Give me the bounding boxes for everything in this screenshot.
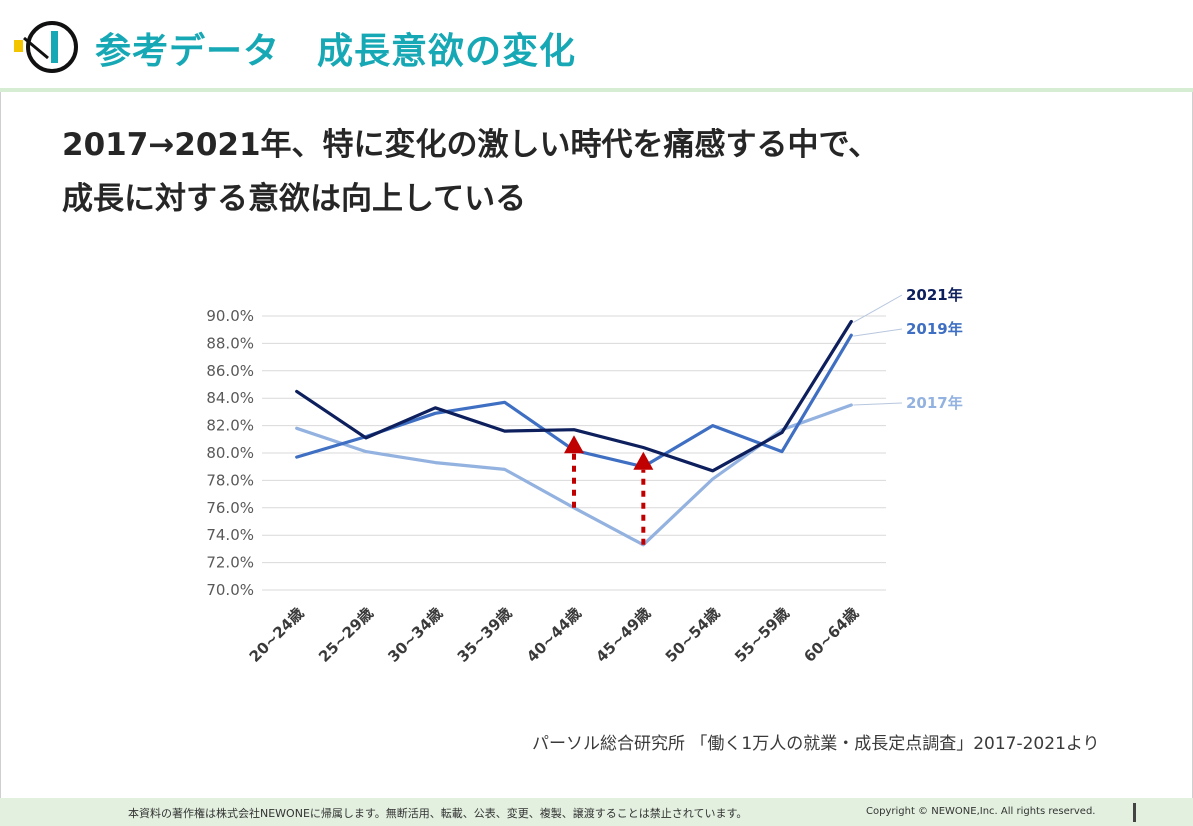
x-tick-label: 40~44歳 <box>523 604 585 666</box>
legend-label: 2021年 <box>906 286 963 304</box>
legend-leader-line <box>853 328 903 337</box>
page-marker <box>1133 803 1136 822</box>
chart-annotations <box>564 435 654 545</box>
y-tick-label: 84.0% <box>206 389 254 407</box>
x-tick-label: 25~29歳 <box>315 604 377 666</box>
y-tick-label: 82.0% <box>206 417 254 435</box>
footer: 本資料の著作権は株式会社NEWONEに帰属します。無断活用、転載、公表、変更、複… <box>0 798 1193 826</box>
x-tick-label: 35~39歳 <box>454 604 516 666</box>
series-line <box>295 319 853 473</box>
x-tick-label: 50~54歳 <box>662 604 724 666</box>
y-tick-label: 74.0% <box>206 526 254 544</box>
chart-legend: 2021年 2019年 2017年 <box>853 286 963 412</box>
source-note: パーソル総合研究所 「働く1万人の就業・成長定点調査」2017-2021より <box>532 734 1100 754</box>
y-tick-label: 72.0% <box>206 554 254 572</box>
y-tick-label: 70.0% <box>206 581 254 599</box>
newone-logo-icon <box>14 21 78 73</box>
y-tick-label: 76.0% <box>206 499 254 517</box>
x-tick-label: 45~49歳 <box>592 604 654 666</box>
x-tick-label: 30~34歳 <box>384 604 446 666</box>
legend-leader-line <box>853 402 903 406</box>
x-axis-tick-labels: 20~24歳 25~29歳 30~34歳 35~39歳 40~44歳 45~49歳 50~5… <box>246 604 862 666</box>
legend-label: 2017年 <box>906 394 963 412</box>
page-title: 参考データ 成長意欲の変化 <box>95 31 577 72</box>
x-tick-label: 60~64歳 <box>800 604 862 666</box>
x-tick-label: 55~59歳 <box>731 604 793 666</box>
legend-leader-line <box>853 294 903 323</box>
y-axis-tick-labels: 90.0% 88.0% 86.0% 84.0% 82.0% 80.0% 78.0% 76.0%… <box>206 307 254 599</box>
copyright-line: Copyright © NEWONE,Inc. All rights reser… <box>866 806 1096 817</box>
headline: 2017→2021年、特に変化の激しい時代を痛感する中で、 成長に対する意欲は向… <box>62 118 879 226</box>
headline-line-1: 2017→2021年、特に変化の激しい時代を痛感する中で、 <box>62 127 880 163</box>
y-tick-label: 80.0% <box>206 444 254 462</box>
slide-header: 参考データ 成長意欲の変化 <box>0 0 1193 92</box>
headline-line-2: 成長に対する意欲は向上している <box>62 181 527 217</box>
y-tick-label: 86.0% <box>206 362 254 380</box>
header-divider <box>0 88 1193 92</box>
legend-label: 2019年 <box>906 320 963 338</box>
annotation-arrow-head <box>564 435 584 454</box>
y-tick-label: 88.0% <box>206 334 254 352</box>
y-tick-label: 78.0% <box>206 471 254 489</box>
annotation-arrow-head <box>633 451 654 470</box>
y-tick-label: 90.0% <box>206 307 254 325</box>
chart-series <box>295 319 853 547</box>
x-tick-label: 20~24歳 <box>246 604 308 666</box>
copyright-notice: 本資料の著作権は株式会社NEWONEに帰属します。無断活用、転載、公表、変更、複… <box>128 807 748 820</box>
